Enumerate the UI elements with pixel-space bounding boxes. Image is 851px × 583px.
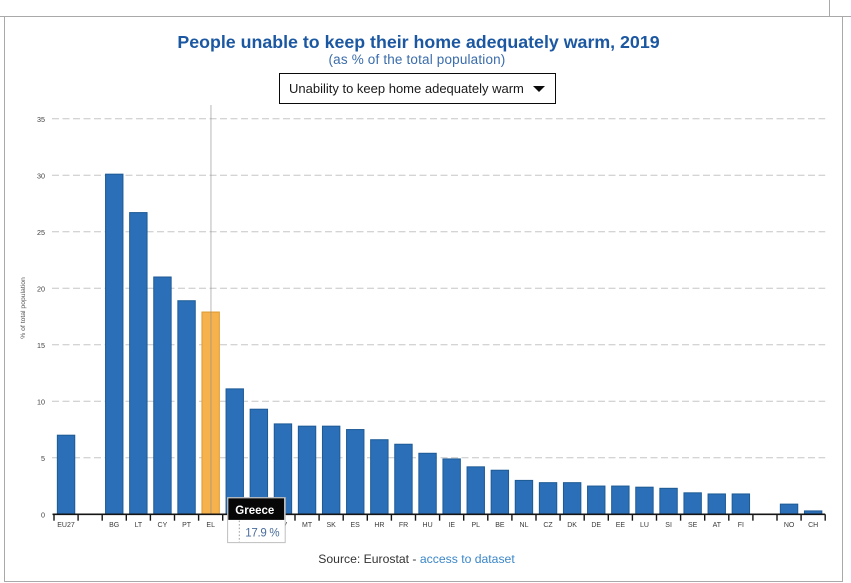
svg-text:CZ: CZ (543, 522, 553, 529)
svg-text:IE: IE (448, 522, 455, 529)
svg-text:SE: SE (688, 522, 698, 529)
svg-text:20: 20 (37, 284, 45, 293)
svg-text:17.9 %: 17.9 % (245, 528, 279, 540)
svg-text:ES: ES (351, 522, 361, 529)
svg-text:30: 30 (37, 171, 45, 180)
svg-text:HR: HR (374, 522, 384, 529)
svg-text:SI: SI (665, 522, 672, 529)
svg-text:NL: NL (520, 522, 529, 529)
svg-text:LU: LU (640, 522, 649, 529)
svg-text:EL: EL (206, 522, 215, 529)
svg-text:NO: NO (784, 522, 795, 529)
svg-text:AT: AT (713, 522, 722, 529)
svg-text:DK: DK (567, 522, 577, 529)
svg-text:% of total population: % of total population (20, 277, 27, 339)
svg-text:BG: BG (109, 522, 119, 529)
svg-text:MT: MT (302, 522, 313, 529)
svg-text:PL: PL (472, 522, 481, 529)
svg-text:FR: FR (399, 522, 408, 529)
svg-text:CY: CY (158, 522, 168, 529)
svg-text:FI: FI (738, 522, 744, 529)
svg-text:PT: PT (182, 522, 192, 529)
svg-text:25: 25 (37, 228, 45, 237)
svg-text:BE: BE (495, 522, 505, 529)
svg-text:5: 5 (41, 454, 45, 463)
svg-text:10: 10 (37, 397, 45, 406)
svg-text:0: 0 (41, 510, 45, 519)
svg-text:15: 15 (37, 341, 45, 350)
svg-text:35: 35 (37, 115, 45, 124)
svg-text:EU27: EU27 (57, 522, 75, 529)
svg-text:HU: HU (423, 522, 433, 529)
svg-text:SK: SK (327, 522, 337, 529)
svg-text:CH: CH (808, 522, 818, 529)
svg-text:LT: LT (135, 522, 143, 529)
svg-text:Greece: Greece (235, 505, 274, 517)
svg-text:EE: EE (616, 522, 626, 529)
svg-text:DE: DE (591, 522, 601, 529)
